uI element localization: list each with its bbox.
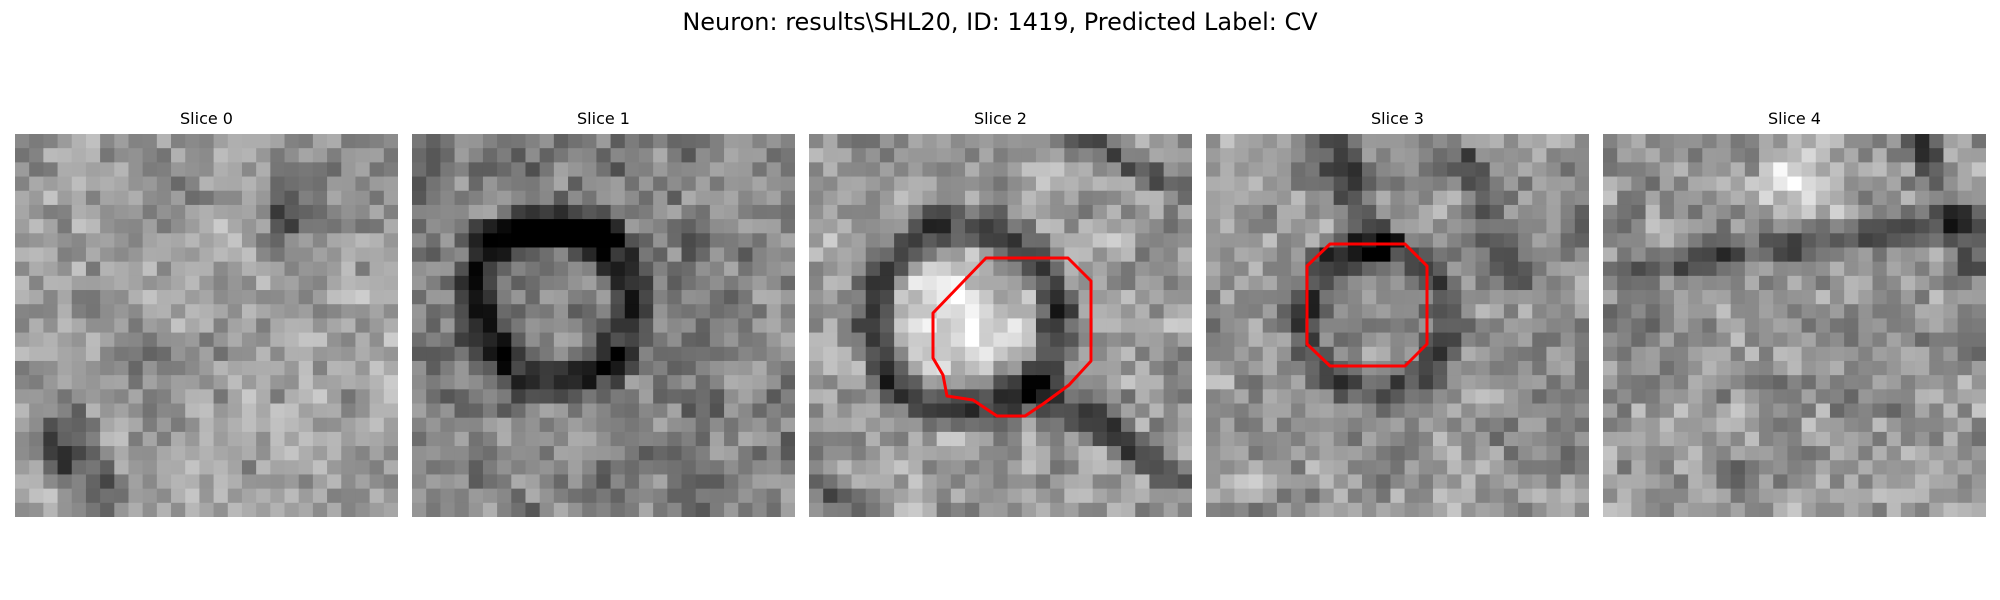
slice-title: Slice 4 xyxy=(1768,109,1821,128)
figure-title: Neuron: results\SHL20, ID: 1419, Predict… xyxy=(682,8,1318,36)
slice-image xyxy=(15,134,398,517)
slice-image xyxy=(412,134,795,517)
slice-image xyxy=(1603,134,1986,517)
slice-image xyxy=(1206,134,1589,517)
slice-title: Slice 0 xyxy=(180,109,233,128)
roi-contour xyxy=(1305,242,1429,368)
slice-title: Slice 2 xyxy=(974,109,1027,128)
roi-contour xyxy=(931,256,1093,418)
slice-title: Slice 3 xyxy=(1371,109,1424,128)
slice-title: Slice 1 xyxy=(577,109,630,128)
slice-image xyxy=(809,134,1192,517)
